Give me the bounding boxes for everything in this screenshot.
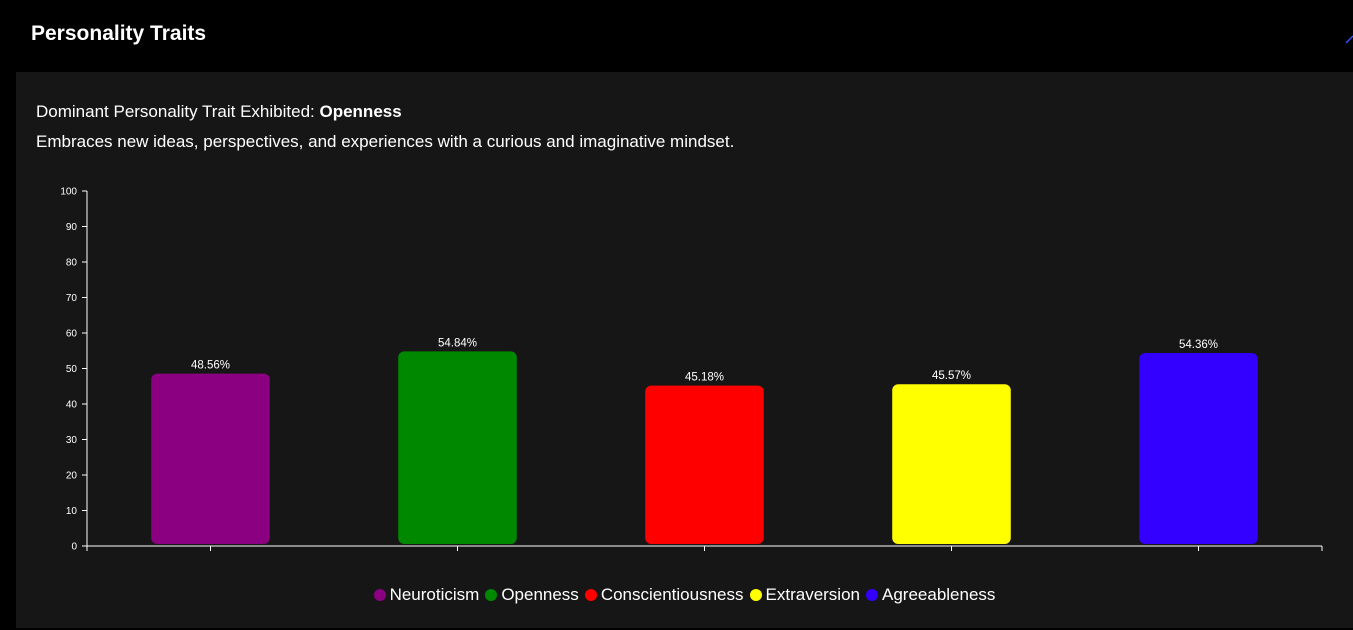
panel-title: Personality Traits: [31, 22, 207, 45]
bar-extraversion: [892, 384, 1011, 544]
chart-legend: Neuroticism Openness Conscientiousness Extr…: [16, 585, 1353, 605]
legend-item-neuroticism[interactable]: Neuroticism: [373, 585, 480, 605]
expand-icon[interactable]: [1345, 34, 1353, 44]
y-tick-label: 0: [71, 542, 77, 553]
legend-label: Openness: [501, 585, 579, 604]
legend-swatch: [584, 589, 597, 601]
bar-conscientiousness: [645, 385, 764, 544]
bar-value-label: 45.57%: [932, 370, 971, 382]
legend-label: Extraversion: [765, 585, 860, 604]
y-tick-label: 40: [66, 400, 78, 411]
legend-item-conscientiousness[interactable]: Conscientiousness: [584, 585, 744, 605]
legend-label: Neuroticism: [389, 585, 480, 604]
legend-swatch: [485, 589, 498, 601]
legend-swatch: [373, 589, 386, 601]
y-tick-label: 90: [66, 222, 78, 233]
y-tick-label: 60: [66, 329, 78, 340]
y-tick-label: 10: [66, 506, 78, 517]
legend-swatch: [749, 589, 762, 601]
dominant-trait-line: Dominant Personality Trait Exhibited: Op…: [36, 102, 402, 122]
personality-panel: Dominant Personality Trait Exhibited: Op…: [16, 72, 1353, 628]
legend-item-openness[interactable]: Openness: [485, 585, 579, 605]
legend-item-agreeableness[interactable]: Agreeableness: [866, 585, 995, 605]
bar-value-label: 54.84%: [438, 337, 477, 349]
dominant-trait-prefix: Dominant Personality Trait Exhibited:: [36, 102, 315, 121]
y-tick-label: 20: [66, 471, 78, 482]
legend-swatch: [866, 589, 878, 601]
dominant-trait-value: Openness: [319, 102, 402, 121]
y-tick-label: 100: [60, 187, 77, 198]
trait-description: Embraces new ideas, perspectives, and ex…: [36, 132, 735, 151]
y-tick-label: 30: [66, 435, 78, 446]
y-tick-label: 80: [66, 258, 78, 269]
bar-value-label: 54.36%: [1179, 339, 1218, 351]
legend-label: Conscientiousness: [600, 585, 744, 604]
legend-item-extraversion[interactable]: Extraversion: [749, 585, 860, 605]
panel-header: Personality Traits: [0, 0, 1353, 72]
legend-label: Agreeableness: [882, 585, 996, 604]
bar-value-label: 45.18%: [685, 372, 724, 384]
bar-neuroticism: [151, 373, 270, 544]
bar-value-label: 48.56%: [191, 360, 230, 372]
bar-openness: [398, 351, 517, 544]
trait-bar-chart: 0 10 20 30 40 50 60 70 80 90 100 48.56% 54.84% 45.18%…: [60, 187, 1323, 553]
bar-agreeableness: [1139, 353, 1258, 544]
y-tick-label: 50: [66, 364, 78, 375]
y-tick-label: 70: [66, 293, 78, 304]
